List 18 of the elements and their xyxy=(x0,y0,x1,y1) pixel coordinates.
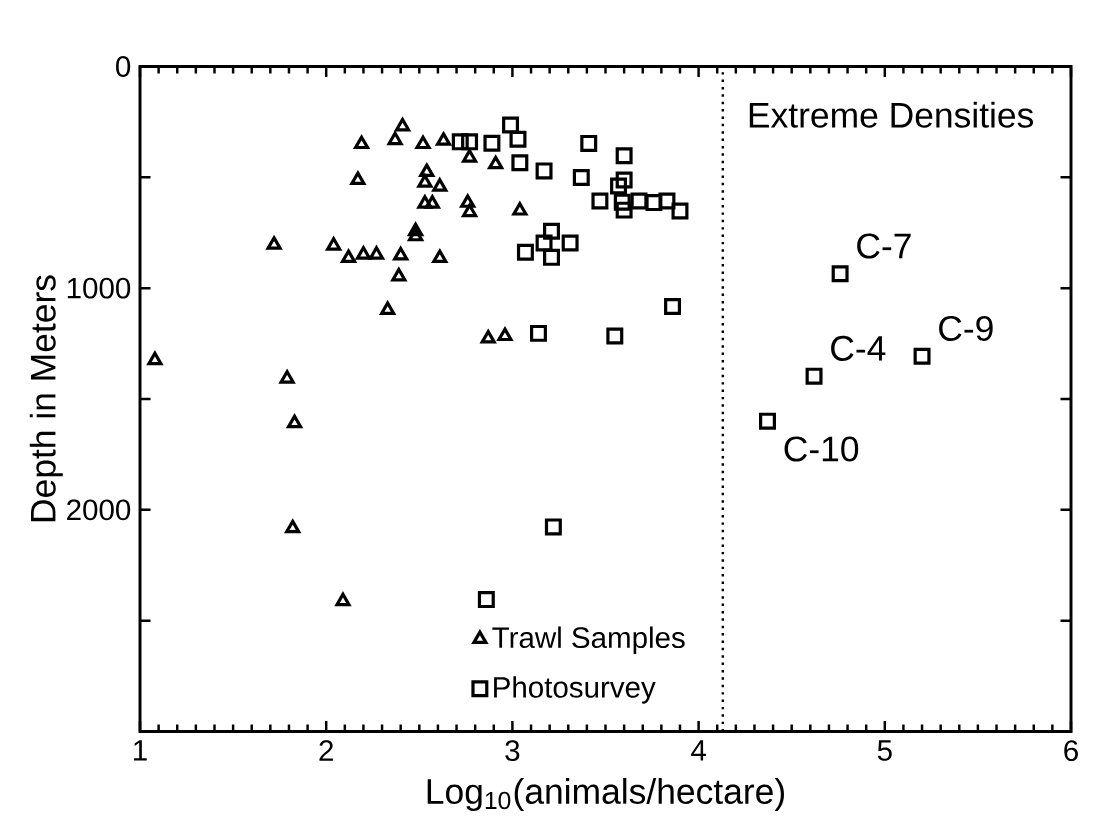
annotation: C-4 xyxy=(831,335,886,361)
x-tick-label: 2 xyxy=(319,740,333,761)
annotation: C-10 xyxy=(784,436,859,462)
legend-label: Photosurvey xyxy=(494,676,656,704)
y-tick-label: 2000 xyxy=(67,499,131,521)
legend-label: Trawl Samples xyxy=(492,626,685,654)
x-tick-label: 3 xyxy=(505,740,520,762)
annotation: Extreme Densities xyxy=(749,101,1034,128)
annotation: C-9 xyxy=(939,315,993,341)
y-tick-label: 0 xyxy=(116,56,131,77)
x-axis-title: Log$_{10}$(animals/hectare) xyxy=(427,777,784,812)
y-tick-label: 1000 xyxy=(67,277,131,299)
x-tick-label: 1 xyxy=(134,740,147,761)
x-tick-label: 4 xyxy=(691,740,706,761)
x-tick-label: 5 xyxy=(877,740,892,761)
annotation: C-7 xyxy=(857,233,911,259)
y-axis-title: Depth in Meters xyxy=(29,275,63,522)
x-tick-label: 6 xyxy=(1064,740,1078,762)
